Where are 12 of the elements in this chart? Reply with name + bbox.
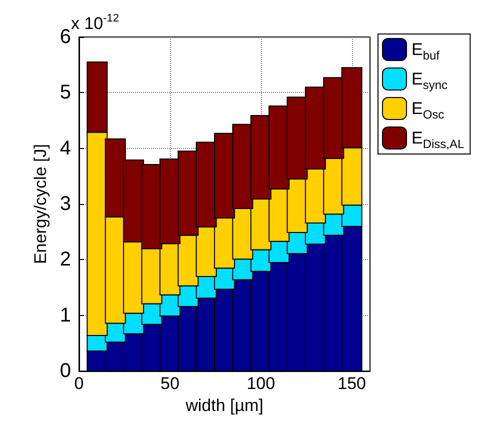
x-tick-label: 0 [74, 374, 84, 394]
y-axis-title: Energy/cycle [J] [30, 144, 50, 264]
y-tick-label: 3 [60, 193, 71, 216]
x-axis-title: width [µm] [184, 396, 264, 415]
x-tick-label: 50 [160, 374, 180, 394]
x-tick-label: 150 [338, 374, 366, 394]
x-tick-label: 100 [246, 374, 276, 394]
y-tick-label: 6 [60, 26, 71, 48]
y-tick-label: 1 [60, 304, 71, 326]
y-tick-label: 4 [60, 137, 71, 160]
y-tick-label: 5 [60, 82, 71, 104]
y-tick-label: 2 [60, 248, 71, 271]
